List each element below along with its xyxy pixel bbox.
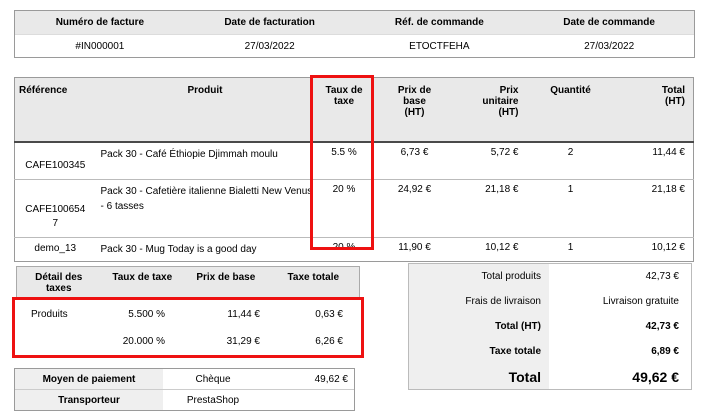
tax-detail-base: 31,29 € [226, 336, 260, 347]
product-quantity: 1 [567, 183, 574, 195]
product-total: 10,12 € [651, 241, 685, 253]
total-tax-row: Taxe totale 6,89 € [409, 339, 691, 364]
product-tax-rate: 5.5 % [331, 147, 357, 158]
products-table: Référence Produit Taux de taxe Prix de b… [14, 77, 694, 262]
total-tax-header: Taxe totale [287, 272, 340, 283]
tax-detail-row: 20.000 % 31,29 € 6,26 € [16, 328, 360, 355]
product-base-price: 24,92 € [397, 183, 432, 195]
total-ht-value: 42,73 € [549, 314, 691, 339]
order-reference-value: ETOCTFEHA [409, 40, 470, 52]
payment-method-label: Moyen de paiement [15, 369, 163, 389]
shipping-row: Frais de livraison Livraison gratuite [409, 289, 691, 314]
total-tax-value: 6,89 € [549, 339, 691, 364]
product-name: Pack 30 - Cafetière italienne Bialetti N… [100, 185, 313, 213]
quantity-column-header: Quantité [530, 77, 611, 143]
product-reference: CAFE100345 [25, 160, 86, 171]
product-tax-rate: 20 % [332, 183, 356, 195]
product-unit-price: 5,72 € [490, 147, 519, 158]
tax-details-table: Détail des taxes Taux de taxe Prix de ba… [16, 266, 360, 355]
tax-details-header-row: Détail des taxes Taux de taxe Prix de ba… [16, 266, 360, 298]
carrier-value: PrestaShop [186, 394, 240, 406]
product-reference: demo_13 [34, 242, 77, 254]
invoice-date-header: Date de facturation [224, 17, 315, 28]
product-name: Pack 30 - Mug Today is a good day [100, 243, 257, 255]
product-reference: CAFE1006547 [25, 203, 86, 230]
product-quantity: 2 [567, 147, 574, 158]
invoice-info-table: Numéro de facture Date de facturation Ré… [14, 10, 695, 58]
product-tax-rate: 20 % [332, 241, 356, 253]
products-header-row: Référence Produit Taux de taxe Prix de b… [14, 77, 694, 143]
tax-detail-row: Produits 5.500 % 11,44 € 0,63 € [16, 301, 360, 328]
tax-details-body: Produits 5.500 % 11,44 € 0,63 € 20.000 %… [16, 298, 360, 355]
product-base-price: 11,90 € [398, 241, 431, 253]
order-date-value: 27/03/2022 [584, 40, 635, 52]
product-row: CAFE1006547 Pack 30 - Cafetière italienn… [14, 179, 694, 237]
tax-detail-total: 0,63 € [315, 309, 343, 320]
total-ht-label: Total (HT) [409, 314, 549, 339]
product-row: CAFE100345 Pack 30 - Café Éthiopie Djimm… [15, 142, 694, 179]
base-price-column-header: Prix de base (HT) [373, 77, 456, 143]
invoice-number-value: #IN000001 [75, 40, 125, 52]
tax-detail-rate: 20.000 % [122, 336, 165, 347]
product-quantity: 1 [567, 241, 574, 253]
payment-method-row: Moyen de paiement Chèque 49,62 € [15, 369, 354, 389]
product-base-price: 6,73 € [400, 147, 429, 158]
invoice-number-header: Numéro de facture [55, 17, 145, 28]
carrier-row: Transporteur PrestaShop [15, 389, 354, 410]
invoice-info-value-row: #IN000001 27/03/2022 ETOCTFEHA 27/03/202… [15, 35, 694, 57]
unit-price-column-header: Prix unitaire (HT) [455, 77, 531, 143]
product-unit-price: 21,18 € [485, 183, 519, 195]
product-unit-price: 10,12 € [485, 241, 519, 253]
product-total: 11,44 € [652, 147, 685, 158]
base-price-header: Prix de base [196, 272, 256, 283]
grand-total-value: 49,62 € [549, 364, 691, 389]
grand-total-row: Total 49,62 € [409, 364, 691, 389]
product-name: Pack 30 - Café Éthiopie Djimmah moulu [100, 149, 278, 160]
tax-detail-base: 11,44 € [227, 309, 260, 320]
invoice-info-header-row: Numéro de facture Date de facturation Ré… [15, 11, 694, 35]
total-tax-label: Taxe totale [409, 339, 549, 364]
order-reference-header: Réf. de commande [394, 17, 484, 28]
tax-detail-total: 6,26 € [315, 336, 343, 347]
invoice-date-value: 27/03/2022 [244, 40, 295, 52]
product-row: demo_13 Pack 30 - Mug Today is a good da… [14, 237, 694, 262]
shipping-value: Livraison gratuite [549, 289, 691, 314]
totals-table: Total produits 42,73 € Frais de livraiso… [408, 263, 692, 390]
total-products-row: Total produits 42,73 € [409, 264, 691, 289]
payment-table: Moyen de paiement Chèque 49,62 € Transpo… [14, 368, 355, 411]
carrier-amount [263, 390, 354, 410]
tax-rate-header: Taux de taxe [112, 272, 173, 283]
tax-details-label-header: Détail des taxes [35, 272, 83, 294]
payment-amount: 49,62 € [314, 373, 348, 385]
tax-detail-rate: 5.500 % [128, 309, 165, 320]
grand-total-label: Total [409, 364, 549, 389]
total-column-header: Total (HT) [610, 77, 694, 143]
total-products-label: Total produits [409, 264, 549, 289]
total-products-value: 42,73 € [549, 264, 691, 289]
shipping-label: Frais de livraison [409, 289, 549, 314]
carrier-label: Transporteur [15, 390, 163, 410]
payment-method-value: Chèque [195, 373, 231, 385]
tax-rate-column-header: Taux de taxe [314, 77, 374, 143]
reference-column-header: Référence [14, 77, 96, 143]
product-total: 21,18 € [651, 183, 685, 195]
total-ht-row: Total (HT) 42,73 € [409, 314, 691, 339]
order-date-header: Date de commande [563, 17, 655, 28]
tax-detail-label: Produits [31, 309, 68, 320]
product-column-header: Produit [95, 77, 315, 143]
